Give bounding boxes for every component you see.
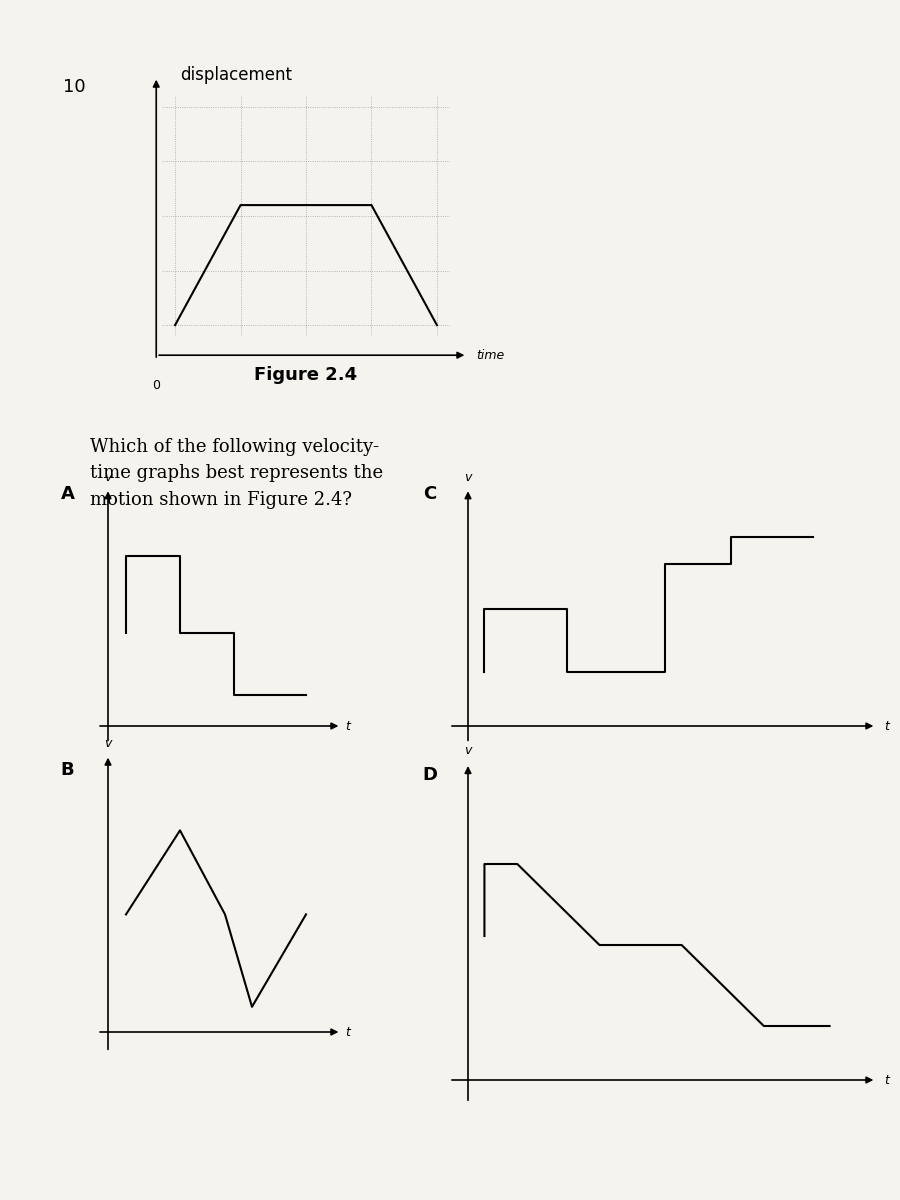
Text: C: C bbox=[423, 485, 436, 503]
Text: v: v bbox=[104, 472, 112, 484]
Text: 10: 10 bbox=[63, 78, 86, 96]
Text: Figure 2.4: Figure 2.4 bbox=[255, 366, 357, 384]
Text: B: B bbox=[60, 761, 74, 779]
Text: time: time bbox=[476, 349, 504, 361]
Text: v: v bbox=[104, 737, 112, 750]
Text: t: t bbox=[884, 720, 888, 732]
Text: t: t bbox=[346, 720, 350, 732]
Text: D: D bbox=[423, 767, 437, 785]
Text: t: t bbox=[884, 1074, 888, 1086]
Text: t: t bbox=[346, 1026, 350, 1038]
Text: v: v bbox=[464, 472, 472, 484]
Text: v: v bbox=[464, 744, 472, 757]
Text: 0: 0 bbox=[152, 379, 160, 392]
Text: Which of the following velocity-
time graphs best represents the
motion shown in: Which of the following velocity- time gr… bbox=[90, 438, 383, 509]
Text: A: A bbox=[60, 485, 75, 503]
Text: displacement: displacement bbox=[180, 66, 292, 84]
